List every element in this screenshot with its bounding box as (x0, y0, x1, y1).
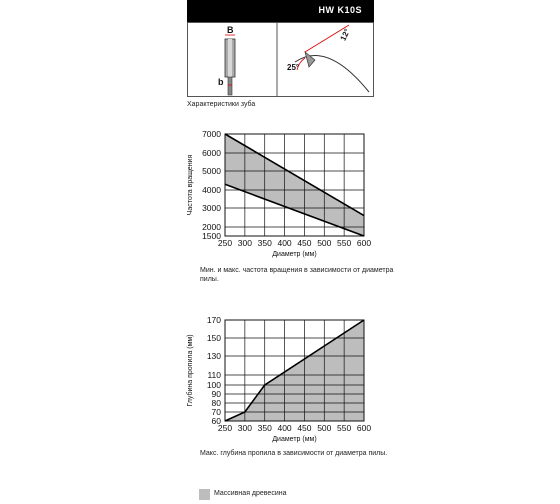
tooth-caption: Характеристики зуба (187, 101, 256, 108)
x-tick-label: 350 (258, 238, 272, 248)
label-b: b (218, 77, 224, 87)
x-tick-label: 250 (218, 423, 232, 433)
depth-caption: Макс. глубина пропила в зависимости от д… (200, 450, 388, 457)
legend-label: Массивная древесина (214, 490, 287, 497)
product-code: HW K10S (318, 5, 362, 15)
rpm-caption: Мин. и макс. частота вращения в зависимо… (200, 267, 394, 283)
x-tick-label: 450 (297, 423, 311, 433)
x-tick-label: 300 (238, 423, 252, 433)
x-tick-label: 300 (238, 238, 252, 248)
x-tick-label: 500 (317, 423, 331, 433)
series-line-min (224, 183, 365, 237)
y-tick-label: 5000 (202, 166, 221, 176)
y-axis-label: Глубина пропила (мм) (186, 334, 194, 406)
y-axis-label: Частота вращения (187, 155, 194, 216)
x-tick-label: 600 (357, 238, 371, 248)
y-tick-label: 90 (212, 389, 222, 399)
series-area (225, 320, 364, 421)
y-tick-label: 6000 (202, 148, 221, 158)
label-B: B (227, 25, 234, 35)
y-tick-label: 170 (207, 315, 221, 325)
x-tick-label: 250 (218, 238, 232, 248)
label-angle-25: 25° (287, 63, 299, 72)
y-tick-label: 100 (207, 380, 221, 390)
x-axis-label: Диаметр (мм) (272, 251, 316, 258)
y-tick-label: 4000 (202, 185, 221, 195)
tooth-diagram: B b 12° 25° (187, 22, 374, 97)
plot-frame (224, 319, 365, 422)
x-tick-label: 400 (277, 238, 291, 248)
x-tick-label: 550 (337, 423, 351, 433)
y-tick-label: 150 (207, 333, 221, 343)
y-tick-label: 110 (207, 370, 221, 380)
y-tick-label: 130 (207, 351, 221, 361)
y-tick-label: 60 (212, 416, 222, 426)
y-tick-label: 1500 (202, 231, 221, 241)
x-tick-label: 600 (357, 423, 371, 433)
series-line-max (224, 319, 365, 422)
header-bar: HW K10S (187, 0, 374, 22)
y-tick-label: 3000 (202, 203, 221, 213)
y-tick-label: 80 (212, 398, 222, 408)
legend-swatch (199, 489, 210, 500)
x-tick-label: 450 (297, 238, 311, 248)
y-tick-label: 70 (212, 407, 222, 417)
y-tick-label: 7000 (202, 129, 221, 139)
x-tick-label: 400 (277, 423, 291, 433)
x-axis-label: Диаметр (мм) (272, 436, 316, 443)
x-tick-label: 550 (337, 238, 351, 248)
y-tick-label: 2000 (202, 222, 221, 232)
series-line-max (224, 133, 365, 217)
x-tick-label: 500 (317, 238, 331, 248)
series-area (225, 134, 364, 236)
x-tick-label: 350 (258, 423, 272, 433)
